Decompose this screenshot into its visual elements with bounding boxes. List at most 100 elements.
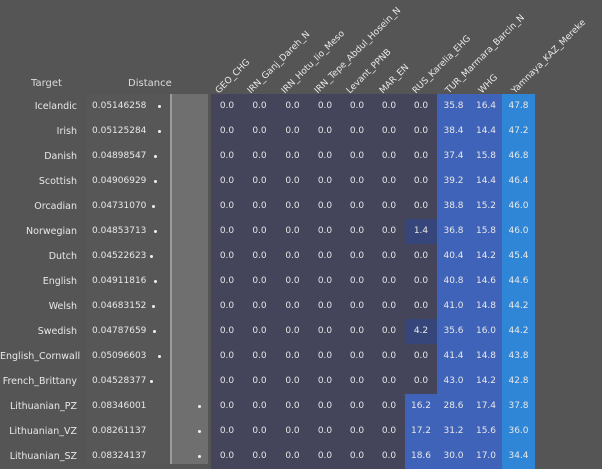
cell-rus-karelia-ehg: 1.4 [405, 219, 437, 244]
cell-geo-chg: 0.0 [211, 244, 243, 269]
table-row: English 0.04911816 0.0 0.0 0.0 0.0 0.0 0.0 0.0 40… [0, 269, 602, 294]
cell-whg: 16.0 [470, 319, 502, 344]
cell-tur-marmara-barcin-n: 35.6 [437, 319, 470, 344]
table-row: Lithuanian_VZ 0.08261137 0.0 0.0 0.0 0.0 0.0 0.… [0, 419, 602, 444]
cell-mar-en: 0.0 [373, 344, 405, 369]
cell-yamnaya-kaz-mereke: 44.2 [502, 319, 535, 344]
cell-levant-ppnb: 0.0 [341, 119, 373, 144]
cell-tur-marmara-barcin-n: 38.4 [437, 119, 470, 144]
distance-dot [153, 155, 157, 158]
target-label: Danish [44, 151, 77, 162]
column-header-mar-en: MAR_EN [377, 62, 412, 96]
distance-dot [198, 405, 202, 408]
cell-yamnaya-kaz-mereke: 46.4 [502, 169, 535, 194]
cell-irn-hotu-iio-meso: 0.0 [276, 344, 309, 369]
target-label: Lithuanian_SZ [9, 451, 77, 462]
cell-tur-marmara-barcin-n: 35.8 [437, 94, 470, 119]
distance-dot [151, 305, 155, 308]
table-row: French_Brittany 0.04528377 0.0 0.0 0.0 0.0 0.0… [0, 369, 602, 394]
cell-whg: 17.0 [470, 444, 502, 469]
cell-levant-ppnb: 0.0 [341, 194, 373, 219]
cell-tur-marmara-barcin-n: 36.8 [437, 219, 470, 244]
cell-geo-chg: 0.0 [211, 344, 243, 369]
distance-value: 0.04731070 [92, 201, 147, 211]
cell-irn-ganj-dareh-n: 0.0 [243, 444, 276, 469]
cell-irn-hotu-iio-meso: 0.0 [276, 369, 309, 394]
distance-dot [154, 280, 158, 283]
distance-dot [158, 130, 161, 133]
cell-levant-ppnb: 0.0 [341, 169, 373, 194]
cell-irn-tepe-abdul-hosein-n: 0.0 [309, 369, 341, 394]
cell-geo-chg: 0.0 [211, 419, 243, 444]
table-row: Lithuanian_PZ 0.08346001 0.0 0.0 0.0 0.0 0.0 0.… [0, 394, 602, 419]
cell-levant-ppnb: 0.0 [341, 419, 373, 444]
cell-irn-hotu-iio-meso: 0.0 [276, 94, 309, 119]
cell-irn-ganj-dareh-n: 0.0 [243, 294, 276, 319]
table-row: Norwegian 0.04853713 0.0 0.0 0.0 0.0 0.0 0.0 1.4… [0, 219, 602, 244]
cell-irn-ganj-dareh-n: 0.0 [243, 119, 276, 144]
cell-mar-en: 0.0 [373, 144, 405, 169]
cell-irn-tepe-abdul-hosein-n: 0.0 [309, 444, 341, 469]
cell-rus-karelia-ehg: 0.0 [405, 269, 437, 294]
cell-levant-ppnb: 0.0 [341, 269, 373, 294]
cell-whg: 15.2 [470, 194, 502, 219]
cell-rus-karelia-ehg: 18.6 [405, 444, 437, 469]
cell-yamnaya-kaz-mereke: 44.6 [502, 269, 535, 294]
cell-irn-hotu-iio-meso: 0.0 [276, 319, 309, 344]
target-label: Swedish [37, 326, 77, 337]
distance-dot [197, 430, 201, 433]
cell-tur-marmara-barcin-n: 37.4 [437, 144, 470, 169]
cell-irn-tepe-abdul-hosein-n: 0.0 [309, 319, 341, 344]
cell-irn-ganj-dareh-n: 0.0 [243, 194, 276, 219]
cell-tur-marmara-barcin-n: 39.2 [437, 169, 470, 194]
cell-mar-en: 0.0 [373, 394, 405, 419]
cell-irn-ganj-dareh-n: 0.0 [243, 94, 276, 119]
cell-irn-hotu-iio-meso: 0.0 [276, 219, 309, 244]
table-row: Dutch 0.04522623 0.0 0.0 0.0 0.0 0.0 0.0 0.0 40.4… [0, 244, 602, 269]
distance-value: 0.08346001 [92, 401, 147, 411]
cell-rus-karelia-ehg: 16.2 [405, 394, 437, 419]
cell-whg: 14.8 [470, 294, 502, 319]
cell-geo-chg: 0.0 [211, 319, 243, 344]
cell-irn-tepe-abdul-hosein-n: 0.0 [309, 119, 341, 144]
distance-dot [158, 355, 161, 358]
target-label: Dutch [48, 251, 77, 262]
table-row: Welsh 0.04683152 0.0 0.0 0.0 0.0 0.0 0.0 0.0 41.0… [0, 294, 602, 319]
cell-tur-marmara-barcin-n: 43.0 [437, 369, 470, 394]
table-row: Danish 0.04898547 0.0 0.0 0.0 0.0 0.0 0.0 0.0 37.… [0, 144, 602, 169]
cell-irn-hotu-iio-meso: 0.0 [276, 269, 309, 294]
cell-mar-en: 0.0 [373, 444, 405, 469]
cell-irn-ganj-dareh-n: 0.0 [243, 344, 276, 369]
cell-irn-hotu-iio-meso: 0.0 [276, 169, 309, 194]
distance-value: 0.08261137 [92, 426, 147, 436]
cell-irn-hotu-iio-meso: 0.0 [276, 419, 309, 444]
cell-tur-marmara-barcin-n: 38.8 [437, 194, 470, 219]
target-label: Irish [56, 126, 77, 137]
cell-irn-ganj-dareh-n: 0.0 [243, 369, 276, 394]
distance-value: 0.04787659 [92, 326, 147, 336]
cell-whg: 15.6 [470, 419, 502, 444]
distance-dot [158, 105, 161, 108]
cell-yamnaya-kaz-mereke: 37.8 [502, 394, 535, 419]
dot-plot-gap-column [172, 94, 208, 464]
cell-levant-ppnb: 0.0 [341, 394, 373, 419]
cell-irn-tepe-abdul-hosein-n: 0.0 [309, 394, 341, 419]
cell-mar-en: 0.0 [373, 369, 405, 394]
cell-mar-en: 0.0 [373, 319, 405, 344]
cell-geo-chg: 0.0 [211, 369, 243, 394]
target-column-header: Target [31, 78, 62, 89]
cell-tur-marmara-barcin-n: 40.4 [437, 244, 470, 269]
cell-geo-chg: 0.0 [211, 294, 243, 319]
table-row: Icelandic 0.05146258 0.0 0.0 0.0 0.0 0.0 0.0 0.0… [0, 94, 602, 119]
cell-irn-tepe-abdul-hosein-n: 0.0 [309, 244, 341, 269]
cell-irn-hotu-iio-meso: 0.0 [276, 244, 309, 269]
target-label: Orcadian [34, 201, 77, 212]
distance-dot [152, 330, 156, 333]
cell-irn-tepe-abdul-hosein-n: 0.0 [309, 344, 341, 369]
distance-value: 0.04911816 [92, 276, 147, 286]
cell-mar-en: 0.0 [373, 294, 405, 319]
cell-whg: 15.8 [470, 219, 502, 244]
target-label: Welsh [48, 301, 77, 312]
cell-yamnaya-kaz-mereke: 44.2 [502, 294, 535, 319]
target-label: Icelandic [34, 101, 77, 112]
